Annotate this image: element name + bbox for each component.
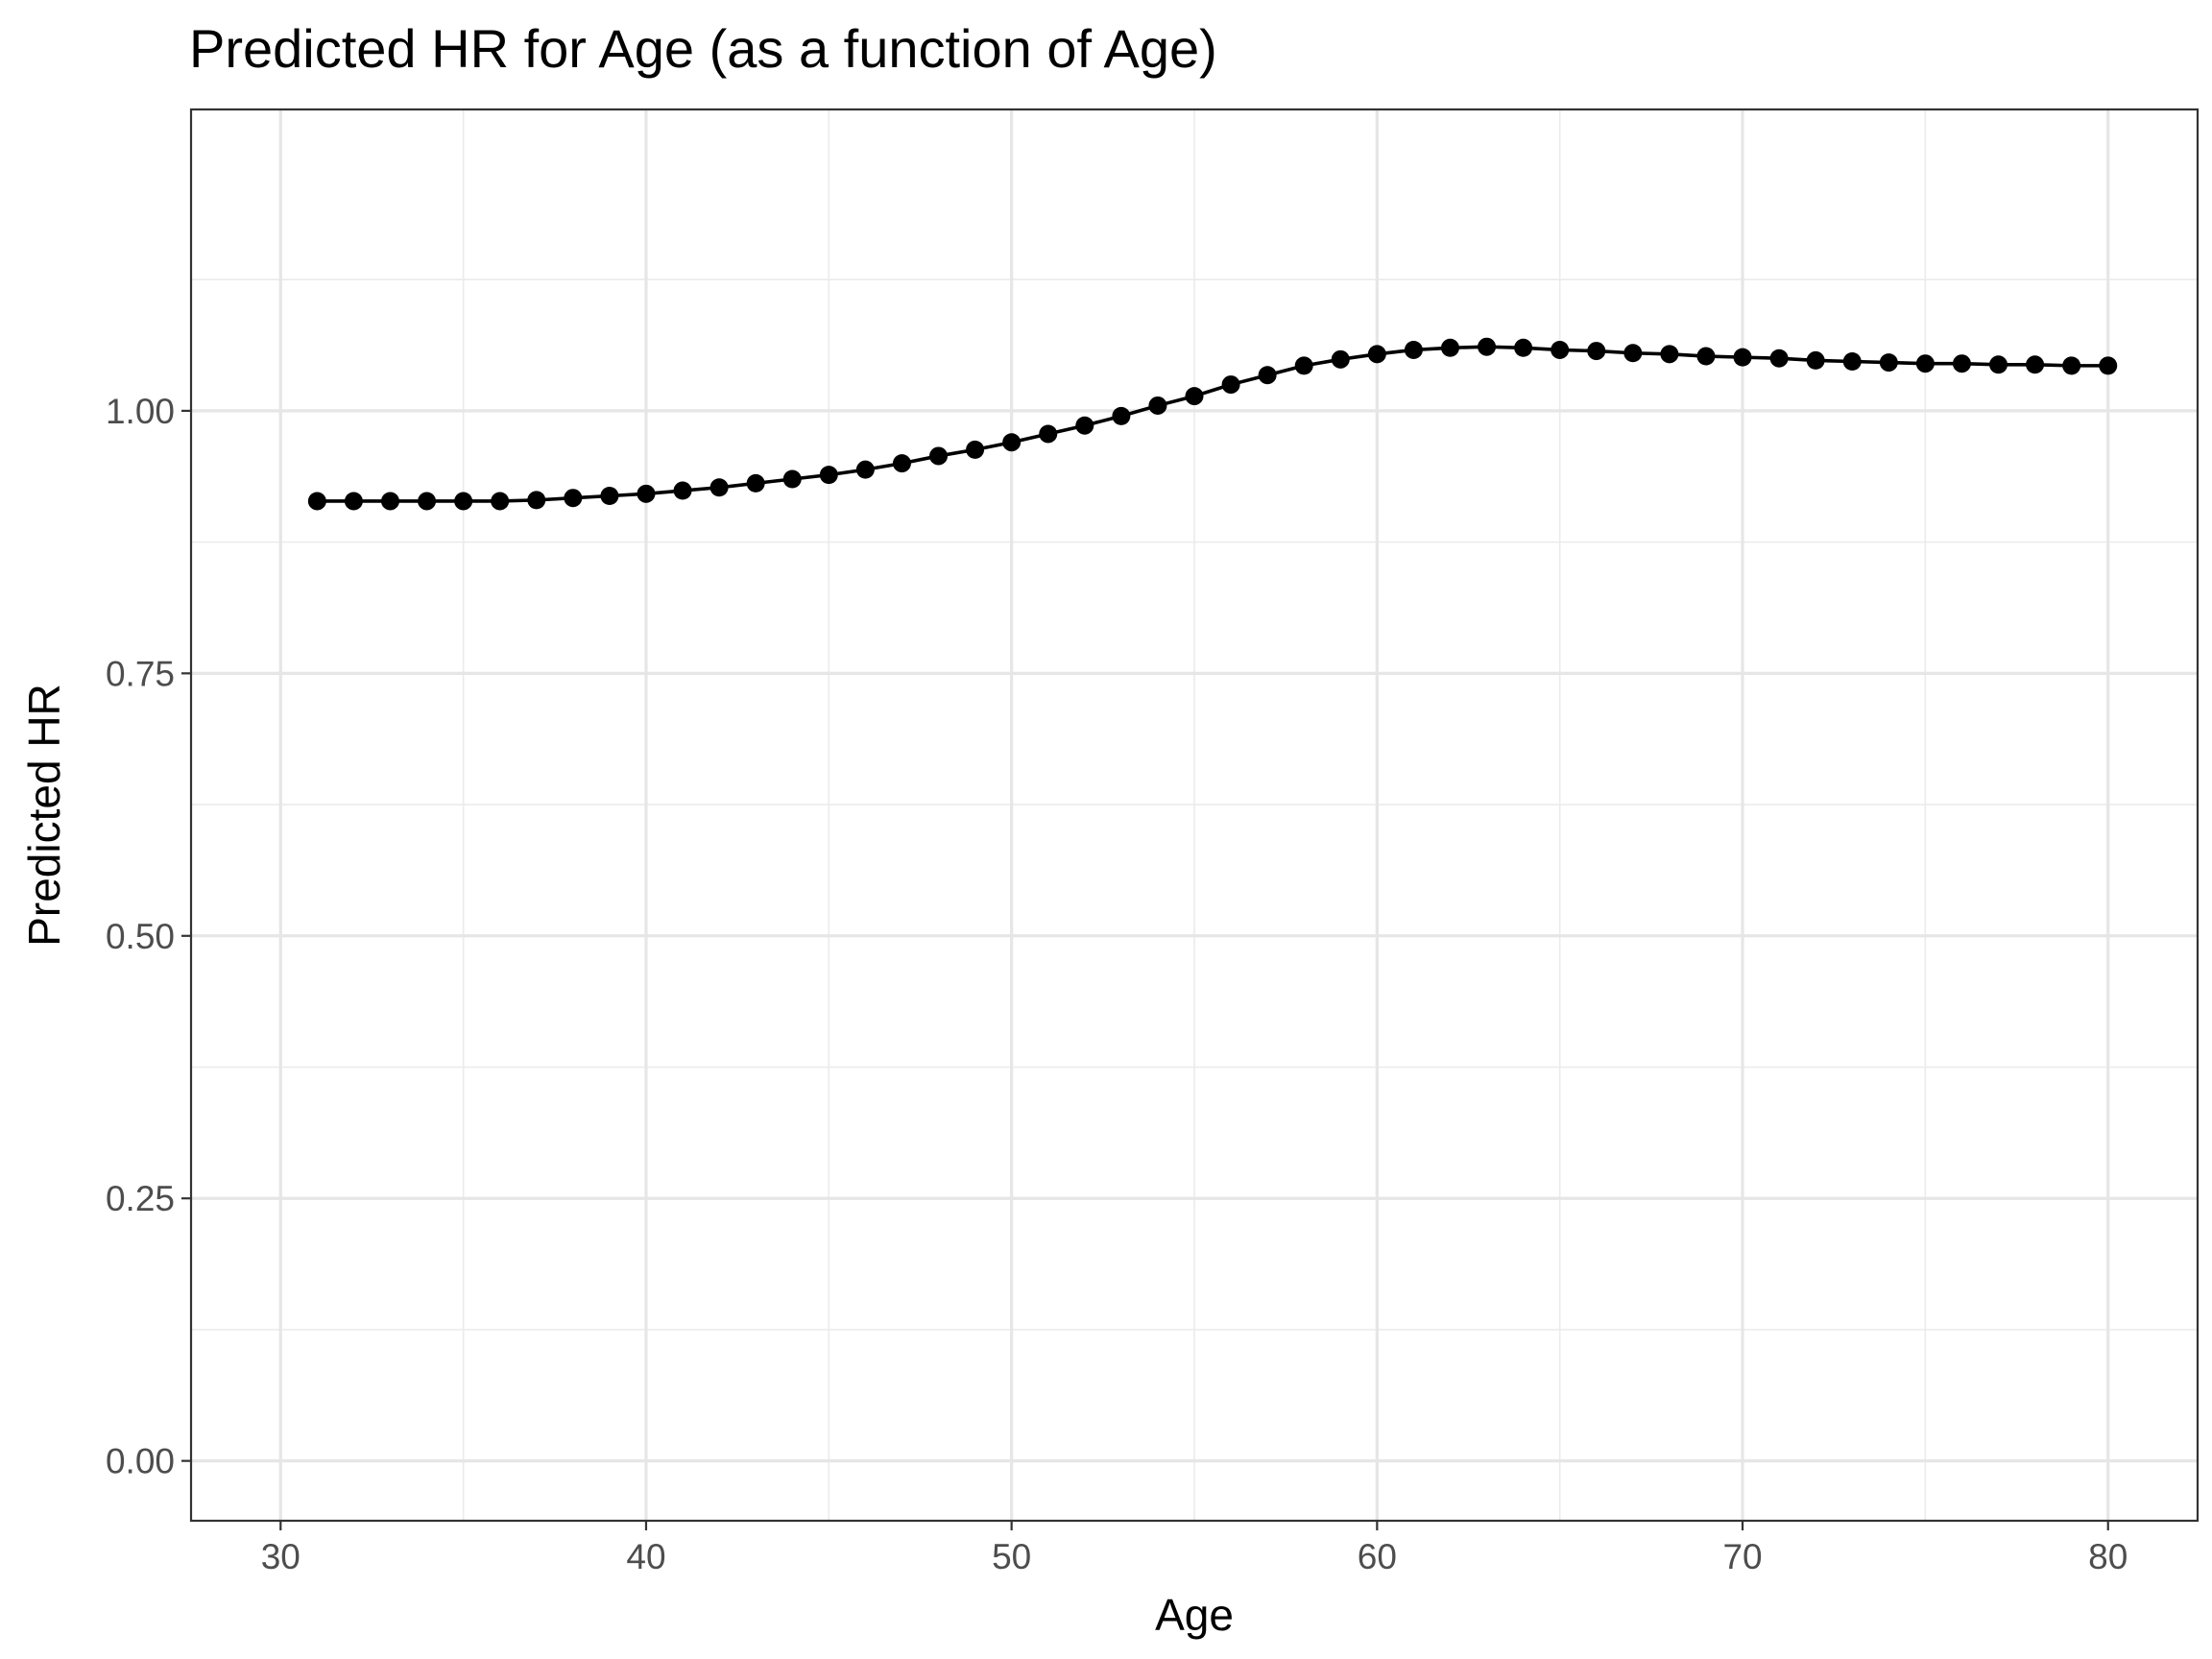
data-point [1367,345,1386,364]
series-layer [307,337,2118,511]
data-point [2026,355,2045,374]
data-point [491,492,510,511]
data-point [1660,345,1679,364]
data-point [1478,337,1497,356]
x-tick-label: 30 [261,1537,301,1576]
data-point [564,489,583,508]
data-point [1002,433,1022,452]
x-tick-label: 40 [626,1537,665,1576]
data-point [966,440,985,459]
data-point [454,492,473,511]
data-point [527,491,546,510]
data-point [1952,354,1971,373]
data-point [1148,396,1167,415]
data-point [1915,354,1935,373]
data-point [2062,356,2081,375]
data-point [1440,338,1459,357]
data-point [1806,350,1825,370]
y-tick-label: 0.75 [106,654,175,693]
data-point [1879,353,1898,373]
data-point [1075,416,1094,435]
y-axis: 0.00 0.25 0.50 0.75 1.00 [106,392,191,1481]
data-point [1185,387,1204,406]
grid-major [191,109,2198,1521]
data-point [1696,347,1716,366]
grid-minor [191,109,2198,1521]
data-point [1404,340,1423,359]
y-tick-label: 0.00 [106,1442,175,1481]
plot-panel-border [189,108,2200,1523]
y-tick-label: 0.25 [106,1179,175,1218]
data-point [2099,356,2118,375]
data-point [1039,424,1058,444]
y-tick-label: 0.50 [106,917,175,956]
data-point [782,469,802,489]
data-point [418,492,437,511]
data-point [344,492,363,511]
data-point [1769,349,1789,368]
x-tick-label: 60 [1358,1537,1397,1576]
data-point [929,446,949,466]
data-point [1294,356,1313,375]
data-point [1221,375,1240,395]
data-point [600,487,619,505]
x-tick-label: 80 [2088,1537,2128,1576]
data-point [892,454,911,473]
data-point [1989,355,2008,374]
data-point [637,484,656,503]
data-point [380,492,399,511]
data-point [1587,342,1606,361]
x-axis: 30 40 50 60 70 80 [261,1521,2128,1576]
data-point [1514,338,1533,357]
y-tick-label: 1.00 [106,392,175,431]
data-point [1331,349,1350,369]
data-point [855,460,875,479]
chart-title: Predicted HR for Age (as a function of A… [189,18,1217,79]
data-point [673,481,692,500]
data-point [819,466,838,485]
x-tick-label: 50 [992,1537,1031,1576]
data-point [1733,348,1752,367]
data-point [1551,340,1570,359]
x-tick-label: 70 [1722,1537,1762,1576]
x-axis-title: Age [1155,1590,1234,1640]
data-point [1112,406,1131,425]
data-point [307,492,326,511]
data-point [1623,344,1643,363]
y-axis-title: Predicted HR [19,684,69,947]
data-point [746,473,765,493]
data-point [1258,366,1277,385]
data-point [1842,352,1862,371]
data-point [709,478,729,497]
